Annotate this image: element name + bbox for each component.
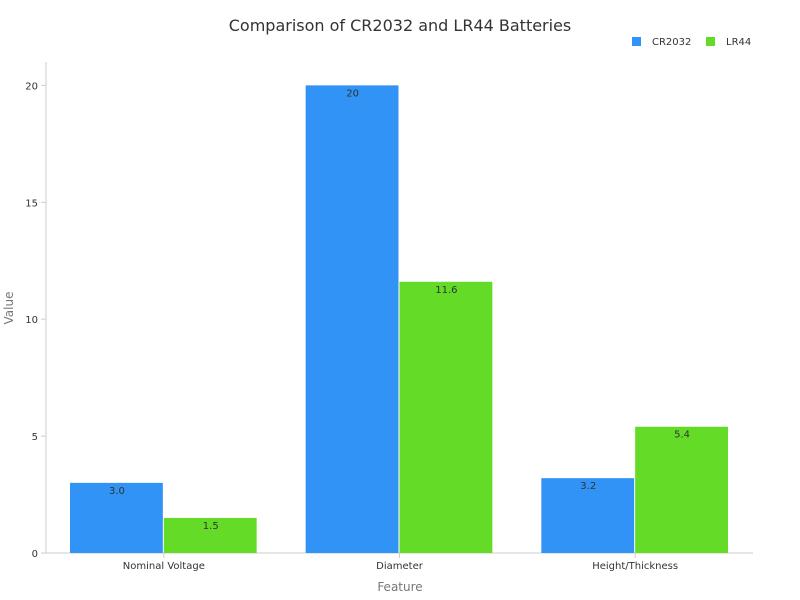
x-tick-label: Diameter xyxy=(376,561,424,572)
x-tick-label: Nominal Voltage xyxy=(123,561,205,572)
data-label: 11.6 xyxy=(435,285,457,296)
y-tick-label: 10 xyxy=(25,315,38,326)
x-tick-labels: Nominal Voltage Diameter Height/Thickness xyxy=(123,561,678,572)
chart-title: Comparison of CR2032 and LR44 Batteries xyxy=(229,16,572,35)
bar-lr44 xyxy=(163,517,257,553)
y-axis xyxy=(41,62,47,554)
y-tick-label: 0 xyxy=(32,549,38,560)
y-tick-label: 20 xyxy=(25,81,38,92)
y-tick-label: 5 xyxy=(32,432,38,443)
legend-label: LR44 xyxy=(726,37,751,48)
y-tick-labels: 0 5 10 15 20 xyxy=(25,81,38,560)
x-tick-label: Height/Thickness xyxy=(592,561,678,572)
data-label: 3.2 xyxy=(580,481,596,492)
data-label: 20 xyxy=(346,88,359,99)
bars xyxy=(70,85,728,553)
legend-label: CR2032 xyxy=(652,37,691,48)
bar-lr44 xyxy=(635,426,728,553)
bar-lr44 xyxy=(399,281,493,553)
data-label: 3.0 xyxy=(109,486,125,497)
data-labels: 3.0 1.5 20 11.6 3.2 5.4 xyxy=(109,88,690,532)
y-axis-title: Value xyxy=(2,292,16,325)
data-label: 1.5 xyxy=(203,521,219,532)
y-tick-label: 15 xyxy=(25,198,38,209)
legend-swatch-lr44 xyxy=(706,37,715,46)
x-axis-title: Feature xyxy=(377,580,422,594)
data-label: 5.4 xyxy=(674,430,690,441)
bar-cr2032 xyxy=(541,478,635,553)
bar-cr2032 xyxy=(70,482,163,553)
x-axis xyxy=(46,552,753,558)
bar-cr2032 xyxy=(305,85,399,553)
legend: CR2032 LR44 xyxy=(632,37,751,48)
legend-swatch-cr2032 xyxy=(632,37,641,46)
